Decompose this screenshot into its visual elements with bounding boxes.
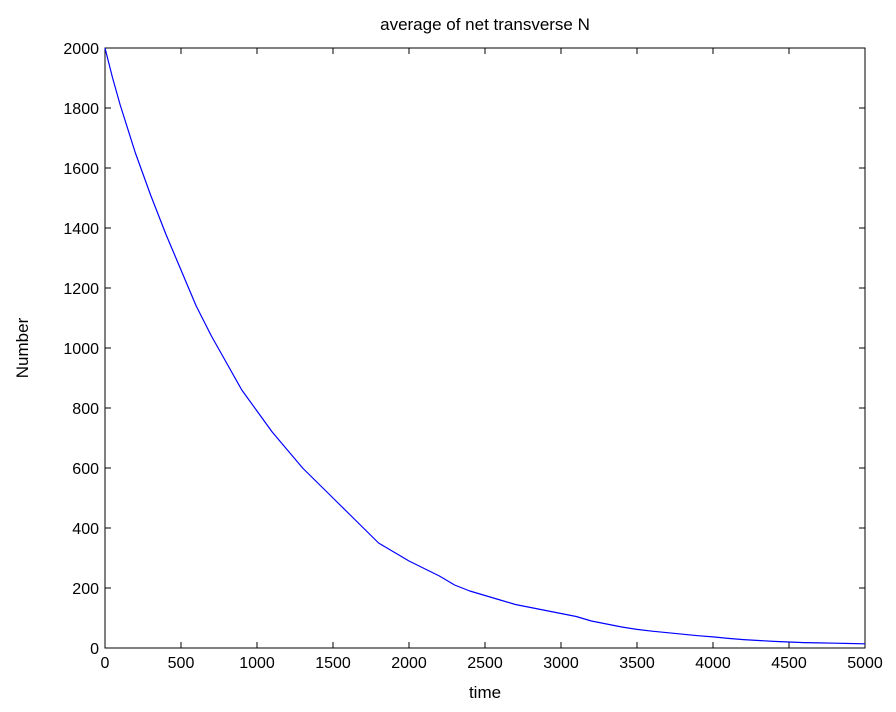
x-tick-label: 500 <box>168 655 195 672</box>
x-tick-label: 1000 <box>239 655 275 672</box>
x-tick-label: 3500 <box>619 655 655 672</box>
x-tick-label: 0 <box>101 655 110 672</box>
y-tick-label: 1800 <box>63 101 99 118</box>
y-tick-label: 200 <box>72 581 99 598</box>
y-tick-label: 0 <box>90 641 99 658</box>
x-tick-label: 2000 <box>391 655 427 672</box>
y-tick-label: 600 <box>72 461 99 478</box>
y-tick-label: 1000 <box>63 341 99 358</box>
y-axis-title: Number <box>13 317 32 378</box>
plot-area <box>104 47 866 649</box>
y-tick-label: 1600 <box>63 161 99 178</box>
x-axis-title: time <box>469 683 501 702</box>
y-axis-ticks: 0 200 400 600 800 1000 1200 1400 1600 1800 2000 <box>63 41 865 658</box>
y-tick-label: 400 <box>72 521 99 538</box>
x-tick-label: 4000 <box>695 655 731 672</box>
x-tick-label: 2500 <box>467 655 503 672</box>
y-tick-label: 2000 <box>63 41 99 58</box>
x-axis-ticks: 0 500 1000 1500 2000 2500 3000 3500 4000 4500 5000 <box>101 48 883 672</box>
y-tick-label: 1400 <box>63 221 99 238</box>
x-tick-label: 1500 <box>315 655 351 672</box>
series-line-0 <box>104 47 866 645</box>
y-tick-label: 1200 <box>63 281 99 298</box>
x-tick-label: 5000 <box>847 655 883 672</box>
x-tick-label: 4500 <box>771 655 807 672</box>
series-layer <box>104 47 866 645</box>
chart-title: average of net transverse N <box>380 15 590 34</box>
y-tick-label: 800 <box>72 401 99 418</box>
x-tick-label: 3000 <box>543 655 579 672</box>
